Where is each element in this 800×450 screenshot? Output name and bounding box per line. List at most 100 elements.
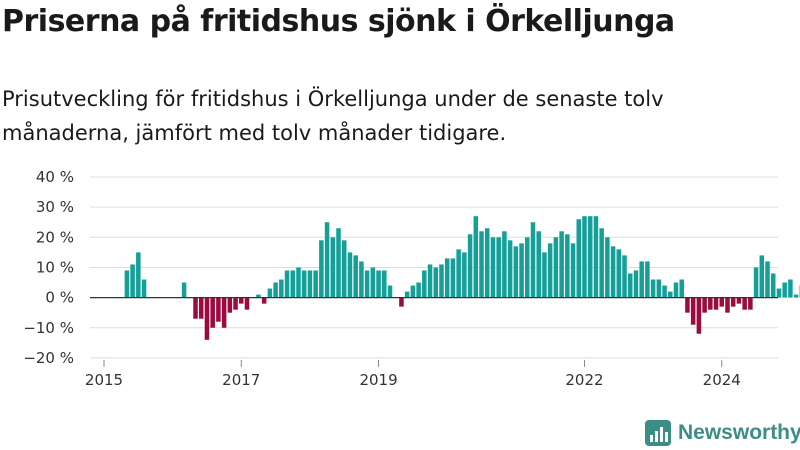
bar-positive	[530, 222, 536, 298]
brand-name: Newsworthy	[678, 421, 800, 444]
bar-positive	[341, 240, 347, 298]
bar-positive	[141, 279, 147, 298]
y-tick-label: 20 %	[36, 228, 74, 246]
bar-positive	[404, 291, 410, 298]
newsworthy-logo-icon	[645, 420, 671, 446]
bar-positive	[610, 246, 616, 298]
bar-positive	[336, 228, 341, 298]
bar-positive	[439, 264, 444, 298]
bar-positive	[593, 216, 599, 298]
brand: Newsworthy	[644, 418, 800, 448]
bar-positive	[313, 270, 318, 298]
bar-negative	[719, 297, 725, 307]
bar-positive	[582, 216, 587, 298]
bar-positive	[136, 252, 141, 298]
bar-negative	[713, 297, 719, 310]
x-tick-label: 2022	[565, 371, 603, 389]
bar-positive	[422, 270, 427, 298]
bar-positive	[450, 258, 456, 298]
bar-positive	[759, 255, 765, 298]
y-tick-label: −10 %	[23, 319, 74, 337]
y-tick-label: 30 %	[36, 198, 74, 216]
bar-positive	[599, 228, 604, 298]
bar-positive	[662, 285, 667, 298]
bar-positive	[770, 273, 776, 298]
bar-positive	[565, 234, 570, 298]
bar-positive	[410, 285, 416, 298]
x-axis: 201520172019202220242026	[85, 359, 741, 389]
bar-positive	[364, 270, 370, 298]
y-axis: 40 % 30 % 20 % 10 % 0 % −10 % −20 %	[23, 168, 74, 367]
bar-positive	[553, 237, 559, 298]
bar-negative	[193, 297, 198, 319]
bar-positive	[330, 237, 336, 298]
bar-positive	[513, 246, 519, 298]
bar-positive	[130, 264, 135, 298]
bar-negative	[399, 297, 404, 307]
bar-chart: 40 % 30 % 20 % 10 % 0 % −10 % −20 % 2015 2017 20…	[23, 168, 800, 389]
bar-positive	[307, 270, 313, 298]
bar-positive	[605, 237, 610, 298]
bar-positive	[547, 243, 553, 298]
bar-negative	[685, 297, 690, 313]
y-tick-label: 10 %	[36, 258, 74, 276]
x-tick-label: 2024	[703, 371, 741, 389]
chart-subtitle: Prisutveckling för fritidshus i Örkellju…	[2, 87, 664, 145]
bar-positive	[324, 222, 330, 298]
x-tick-label: 2019	[359, 371, 397, 389]
bar-negative	[690, 297, 696, 325]
bar-positive	[473, 216, 479, 298]
bar-negative	[227, 297, 233, 313]
bar-positive	[267, 288, 273, 298]
bar-positive	[507, 240, 513, 298]
bar-negative	[261, 297, 267, 304]
bar-positive	[427, 264, 433, 298]
bar-negative	[198, 297, 204, 319]
bar-positive	[290, 270, 296, 298]
bar-positive	[570, 243, 576, 298]
bar-positive	[788, 279, 793, 298]
bar-positive	[376, 270, 381, 298]
bar-positive	[782, 282, 787, 298]
bar-positive	[484, 228, 490, 298]
bar-positive	[301, 270, 307, 298]
bar-positive	[633, 270, 639, 298]
bar-positive	[525, 237, 530, 298]
bar-positive	[370, 267, 376, 298]
bar-negative	[742, 297, 747, 310]
bar-positive	[622, 255, 627, 298]
bar-positive	[776, 288, 782, 298]
x-tick-label: 2017	[222, 371, 260, 389]
bar-positive	[639, 261, 644, 298]
bar-positive	[519, 243, 524, 298]
bar-positive	[284, 270, 290, 298]
bar-positive	[502, 231, 507, 298]
bar-positive	[181, 282, 187, 298]
bar-positive	[496, 237, 501, 298]
chart-title: Priserna på fritidshus sjönk i Örkelljun…	[2, 4, 675, 39]
bar-positive	[359, 261, 364, 298]
bar-positive	[353, 255, 358, 298]
bar-positive	[616, 249, 622, 298]
bar-positive	[656, 279, 662, 298]
bar-positive	[467, 234, 473, 298]
bar-positive	[536, 231, 541, 298]
bar-positive	[673, 282, 679, 298]
bars	[124, 216, 800, 340]
bar-negative	[210, 297, 215, 328]
bar-positive	[668, 291, 673, 298]
bar-negative	[233, 297, 238, 310]
bar-positive	[256, 294, 261, 298]
bar-negative	[708, 297, 713, 310]
bar-positive	[679, 279, 684, 298]
bar-negative	[244, 297, 250, 310]
bar-positive	[559, 231, 564, 298]
gridlines	[90, 176, 778, 359]
bar-positive	[387, 285, 393, 298]
bar-negative	[221, 297, 227, 328]
x-tick-label: 2015	[85, 371, 123, 389]
bar-negative	[216, 297, 221, 322]
y-tick-label: 40 %	[36, 168, 74, 186]
bar-negative	[748, 297, 753, 310]
bar-positive	[319, 240, 324, 298]
